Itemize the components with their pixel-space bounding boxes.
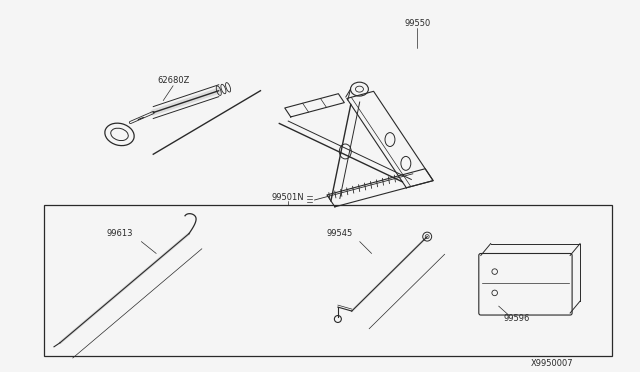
Text: 99501N: 99501N [272,193,305,202]
Text: 99545: 99545 [327,229,353,238]
Bar [44,205,612,356]
Text: 99613: 99613 [106,229,132,238]
Text: X9950007: X9950007 [531,359,573,368]
Text: 99550: 99550 [404,19,430,28]
Text: 99596: 99596 [503,314,530,324]
Text: 62680Z: 62680Z [157,76,189,85]
